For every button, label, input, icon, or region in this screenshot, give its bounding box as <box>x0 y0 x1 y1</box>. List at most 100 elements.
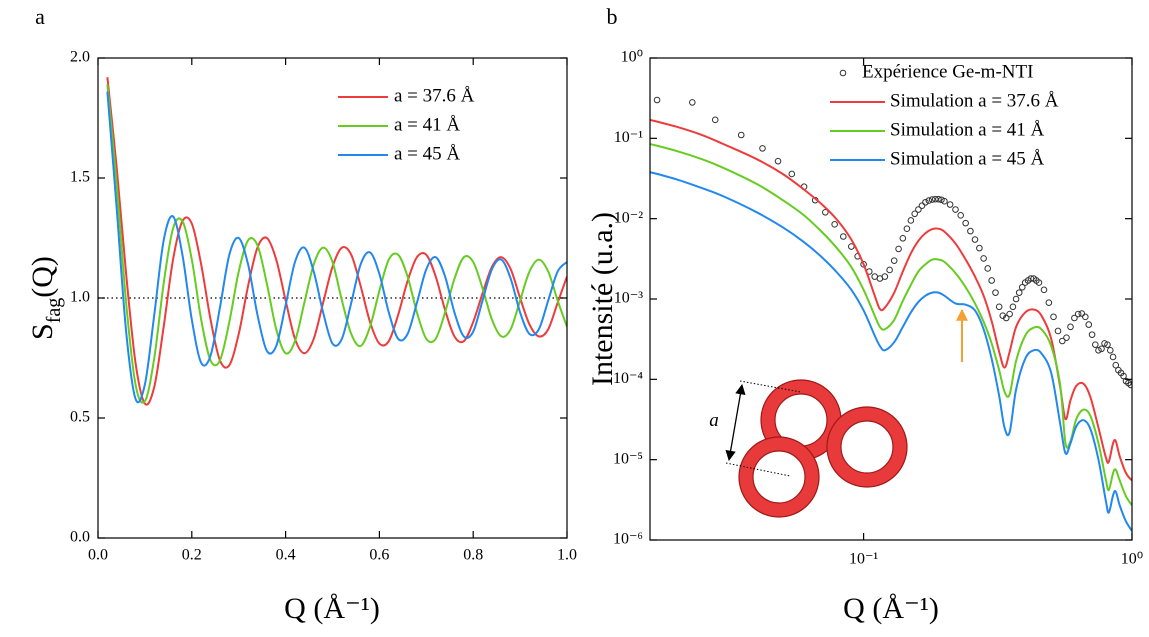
y-tick-label: 2.0 <box>70 49 90 66</box>
data-point <box>1088 331 1096 338</box>
data-point <box>952 206 959 213</box>
data-point <box>1009 303 1017 311</box>
data-point <box>911 210 918 218</box>
data-point <box>1095 346 1102 354</box>
data-point <box>689 99 696 106</box>
data-point <box>759 145 766 152</box>
y-tick-label: 0.5 <box>70 409 90 426</box>
data-point <box>918 202 926 210</box>
data-point <box>1040 286 1048 294</box>
data-point <box>1082 313 1089 321</box>
y-tick-label: 10⁰ <box>621 49 643 66</box>
data-point <box>1127 381 1132 389</box>
y-tick-label: 10⁻² <box>614 209 643 226</box>
data-point <box>1006 310 1013 318</box>
y-axis-label: Sfag(Q) <box>26 256 65 340</box>
data-point <box>886 266 893 274</box>
x-tick-label: 0.8 <box>463 547 483 564</box>
y-axis-label-sub: fag <box>43 298 65 324</box>
data-point <box>907 217 915 224</box>
data-point <box>1018 283 1026 291</box>
y-axis-label-main: S <box>26 323 59 340</box>
data-point <box>928 196 936 203</box>
data-point <box>980 255 987 262</box>
series-line <box>106 91 567 404</box>
data-point <box>967 227 974 235</box>
panel-label: a <box>35 4 45 29</box>
series-line <box>650 171 1132 532</box>
data-point <box>1045 299 1053 306</box>
y-tick-label: 10⁻⁶ <box>613 531 643 548</box>
data-point <box>962 219 969 227</box>
data-point <box>1112 361 1120 369</box>
data-point <box>941 197 948 205</box>
x-tick-label: 0.2 <box>182 547 202 564</box>
data-point <box>1078 310 1086 317</box>
data-point <box>1059 337 1066 345</box>
data-point <box>1104 341 1111 348</box>
data-point <box>839 233 847 240</box>
ring-diagram <box>725 379 908 518</box>
data-point <box>935 195 942 203</box>
legend-label: Simulation a = 37.6 Å <box>890 90 1059 111</box>
series-line <box>650 118 1132 482</box>
x-axis-label: Q (Å⁻¹) <box>284 592 380 625</box>
data-point <box>932 195 939 203</box>
y-axis-label: Intensité (u.a.) <box>586 212 619 386</box>
data-point <box>890 257 898 264</box>
series-line <box>106 77 567 406</box>
x-tick-label: 1.0 <box>557 547 577 564</box>
data-point <box>1063 334 1070 341</box>
data-point <box>1050 313 1057 321</box>
data-point <box>957 212 964 219</box>
legend-label: a = 45 Å <box>394 143 460 164</box>
data-point <box>995 303 1003 311</box>
data-point <box>1002 314 1010 322</box>
data-point <box>1012 295 1020 303</box>
series-line <box>650 143 1132 506</box>
data-point <box>1109 353 1117 361</box>
data-point <box>653 96 661 104</box>
x-tick-label: 10⁰ <box>1121 551 1143 568</box>
y-tick-label: 10⁻⁴ <box>613 370 643 387</box>
data-point <box>1098 345 1105 353</box>
data-point <box>822 209 829 216</box>
data-point <box>774 157 782 165</box>
data-point <box>1035 279 1043 286</box>
data-point <box>1067 323 1074 331</box>
data-point <box>903 225 911 233</box>
y-tick-label: 1.0 <box>70 289 90 306</box>
data-point <box>1015 289 1023 296</box>
legend-label: a = 37.6 Å <box>394 85 475 106</box>
data-point <box>915 206 922 213</box>
data-point <box>992 289 999 296</box>
data-point <box>737 131 745 139</box>
data-point <box>1120 372 1127 380</box>
data-point <box>925 197 933 204</box>
data-point <box>788 170 796 178</box>
series-line <box>106 84 567 404</box>
data-point <box>831 221 838 228</box>
panel-label: b <box>607 4 618 29</box>
data-point <box>946 201 954 208</box>
plot-area <box>106 77 567 406</box>
data-point <box>881 273 889 280</box>
data-point <box>1085 321 1093 328</box>
x-tick-label: 0.6 <box>369 547 389 564</box>
data-point <box>711 116 719 124</box>
data-point <box>860 261 867 268</box>
diagram-label: a <box>709 410 719 431</box>
legend-label: a = 41 Å <box>394 114 460 135</box>
data-point <box>899 234 907 242</box>
y-tick-label: 10⁻³ <box>614 290 643 307</box>
x-tick-label: 10⁻¹ <box>849 551 878 568</box>
data-point <box>895 245 902 253</box>
data-point <box>1074 310 1082 318</box>
legend-marker <box>839 69 847 77</box>
data-point <box>1092 341 1099 348</box>
y-tick-label: 10⁻⁵ <box>613 450 643 467</box>
y-tick-label: 0.0 <box>70 529 90 546</box>
data-point <box>971 236 979 243</box>
plot-area <box>650 96 1132 532</box>
x-tick-label: 0.4 <box>276 547 296 564</box>
